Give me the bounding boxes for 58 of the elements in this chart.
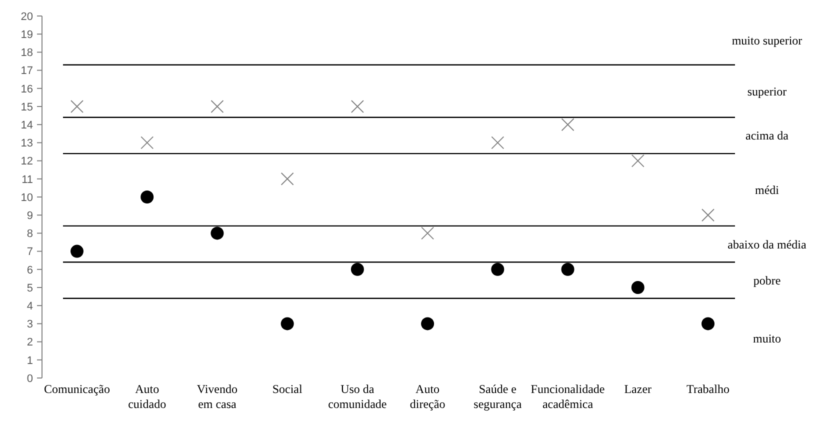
y-tick-label: 11 — [22, 174, 33, 186]
text: pobre — [753, 273, 781, 288]
y-tick-label: 15 — [20, 101, 33, 114]
point — [702, 317, 714, 330]
y-tick-label: 10 — [20, 192, 33, 204]
point — [561, 262, 574, 276]
y-tick-label: 12 — [20, 156, 33, 168]
annotation: abaixo da média — [728, 237, 807, 252]
point — [210, 100, 224, 113]
point — [70, 100, 84, 113]
y-tick-label: 16 — [20, 83, 33, 96]
point — [702, 208, 714, 222]
point — [491, 262, 504, 276]
point — [70, 244, 84, 258]
x-tick-label: Saúde e segurança — [474, 382, 522, 411]
x-tick-label: Lazer — [624, 382, 652, 396]
point — [561, 118, 574, 132]
x-tick-label: Auto direção — [410, 382, 446, 411]
x-tick-label: Uso da comunidade — [328, 382, 387, 411]
point — [280, 172, 294, 186]
x-tick-label: Trabalho — [686, 382, 730, 396]
y-tick-label: 6 — [26, 264, 33, 276]
point — [210, 226, 224, 240]
point — [491, 136, 504, 150]
y-tick-label: 3 — [26, 318, 33, 331]
x-tick-label: Funcionalidade acadêmica — [530, 382, 605, 411]
point — [350, 100, 364, 113]
point — [280, 317, 294, 330]
y-tick-label: 14 — [20, 119, 33, 132]
x-tick-label: Social — [272, 382, 303, 396]
y-tick-label: 18 — [20, 47, 33, 60]
y-tick-label: 9 — [26, 210, 33, 222]
text: muito — [752, 331, 782, 346]
y-tick-label: 5 — [26, 282, 33, 294]
point — [631, 281, 644, 294]
point — [421, 226, 434, 240]
y-tick-label: 1 — [26, 354, 33, 367]
y-tick-label: 13 — [20, 138, 33, 150]
y-tick-label: 8 — [26, 228, 33, 240]
point — [140, 190, 154, 204]
y-tick-label: 7 — [26, 246, 33, 258]
text: acima da — [746, 128, 790, 143]
x-tick-label: Auto cuidado — [128, 382, 166, 411]
point — [631, 154, 644, 168]
y-tick-label: 0 — [26, 372, 33, 385]
y-tick-label: 19 — [20, 28, 33, 41]
point — [350, 262, 364, 276]
annotation: muito superior — [732, 34, 802, 48]
y-tick-label: 20 — [20, 10, 33, 23]
y-tick-label: 17 — [20, 65, 33, 78]
x-tick-label: Vivendo em casa — [196, 382, 238, 411]
text: médi — [755, 182, 780, 197]
point — [421, 317, 434, 330]
y-tick-label: 2 — [26, 336, 33, 349]
x-tick-label: Comunicação — [44, 382, 110, 396]
point — [140, 136, 154, 150]
y-tick-label: 4 — [26, 300, 33, 312]
text: superior — [747, 84, 787, 98]
